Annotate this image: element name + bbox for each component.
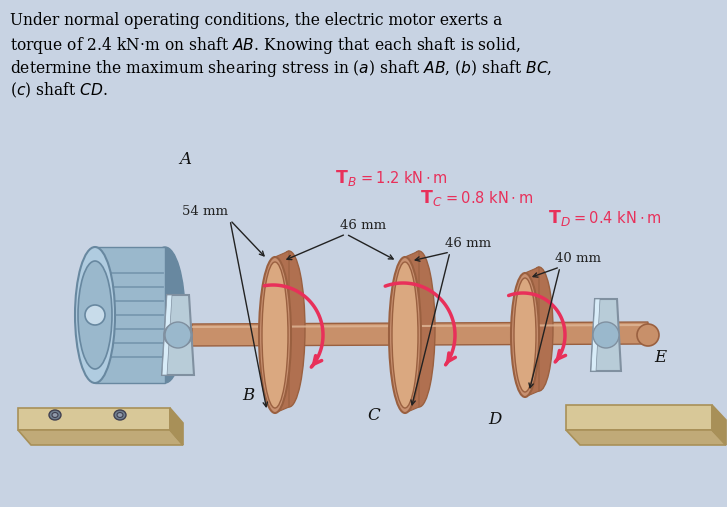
Polygon shape: [170, 408, 183, 445]
Ellipse shape: [593, 322, 619, 348]
Polygon shape: [192, 322, 648, 346]
Ellipse shape: [114, 410, 126, 420]
Text: $= 0.4\ \mathrm{kN \cdot m}$: $= 0.4\ \mathrm{kN \cdot m}$: [571, 210, 662, 226]
Text: D: D: [489, 412, 502, 428]
Ellipse shape: [145, 247, 185, 383]
Text: ($\mathit{c}$) shaft $\mathit{CD}$.: ($\mathit{c}$) shaft $\mathit{CD}$.: [10, 81, 108, 100]
Polygon shape: [566, 405, 712, 430]
Ellipse shape: [52, 413, 58, 417]
Ellipse shape: [117, 413, 123, 417]
Ellipse shape: [389, 257, 421, 413]
Polygon shape: [162, 295, 172, 375]
Text: A: A: [179, 152, 191, 168]
Text: E: E: [654, 349, 666, 367]
Ellipse shape: [525, 267, 553, 391]
Text: determine the maximum shearing stress in ($\mathit{a}$) shaft $\mathit{AB}$, ($\: determine the maximum shearing stress in…: [10, 58, 553, 79]
Ellipse shape: [259, 257, 291, 413]
Text: B: B: [242, 387, 254, 405]
Text: C: C: [368, 407, 380, 423]
Text: $= 1.2\ \mathrm{kN \cdot m}$: $= 1.2\ \mathrm{kN \cdot m}$: [358, 170, 448, 186]
Ellipse shape: [637, 324, 659, 346]
Text: $\mathbf{T}_{C}$: $\mathbf{T}_{C}$: [420, 188, 443, 208]
Polygon shape: [712, 405, 726, 445]
Polygon shape: [591, 299, 600, 371]
Polygon shape: [18, 408, 170, 430]
Polygon shape: [18, 430, 183, 445]
Text: 46 mm: 46 mm: [445, 237, 491, 250]
Polygon shape: [566, 430, 726, 445]
Ellipse shape: [262, 262, 288, 408]
Polygon shape: [405, 251, 419, 413]
Ellipse shape: [514, 278, 536, 392]
Text: 54 mm: 54 mm: [182, 205, 228, 218]
Ellipse shape: [165, 322, 191, 348]
Text: 40 mm: 40 mm: [555, 252, 601, 265]
Text: 46 mm: 46 mm: [340, 219, 386, 232]
Polygon shape: [95, 247, 165, 383]
Text: torque of 2.4 kN$\cdot$m on shaft $\mathit{AB}$. Knowing that each shaft is soli: torque of 2.4 kN$\cdot$m on shaft $\math…: [10, 35, 521, 56]
Text: $\mathbf{T}_{D}$: $\mathbf{T}_{D}$: [548, 208, 571, 228]
Ellipse shape: [75, 247, 115, 383]
Ellipse shape: [85, 305, 105, 325]
Polygon shape: [162, 295, 194, 375]
Polygon shape: [525, 267, 539, 397]
Polygon shape: [275, 251, 289, 413]
Ellipse shape: [511, 273, 539, 397]
Text: $= 0.8\ \mathrm{kN \cdot m}$: $= 0.8\ \mathrm{kN \cdot m}$: [443, 190, 534, 206]
Ellipse shape: [273, 251, 305, 407]
Ellipse shape: [164, 323, 192, 347]
Ellipse shape: [392, 262, 418, 408]
Ellipse shape: [78, 261, 112, 369]
Text: $\mathbf{T}_{B}$: $\mathbf{T}_{B}$: [335, 168, 357, 188]
Text: Under normal operating conditions, the electric motor exerts a: Under normal operating conditions, the e…: [10, 12, 502, 29]
Ellipse shape: [403, 251, 435, 407]
Ellipse shape: [49, 410, 61, 420]
Polygon shape: [591, 299, 621, 371]
